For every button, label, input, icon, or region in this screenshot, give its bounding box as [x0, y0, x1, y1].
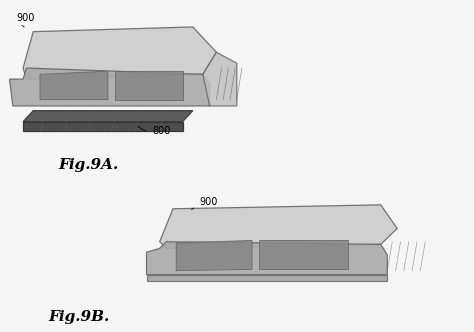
Polygon shape [23, 122, 182, 131]
Polygon shape [203, 52, 237, 106]
Text: 900: 900 [16, 13, 35, 23]
Text: 900: 900 [199, 197, 218, 207]
Polygon shape [40, 71, 108, 100]
Polygon shape [176, 240, 252, 271]
Polygon shape [23, 111, 193, 122]
Polygon shape [9, 68, 210, 106]
Text: Fig.9A.: Fig.9A. [58, 158, 118, 172]
Polygon shape [259, 240, 348, 269]
Text: Fig.9B.: Fig.9B. [48, 310, 110, 324]
Polygon shape [115, 71, 182, 100]
Polygon shape [146, 275, 387, 281]
Polygon shape [160, 205, 397, 248]
Polygon shape [23, 27, 217, 79]
Polygon shape [146, 242, 387, 275]
Text: 800: 800 [152, 126, 170, 136]
